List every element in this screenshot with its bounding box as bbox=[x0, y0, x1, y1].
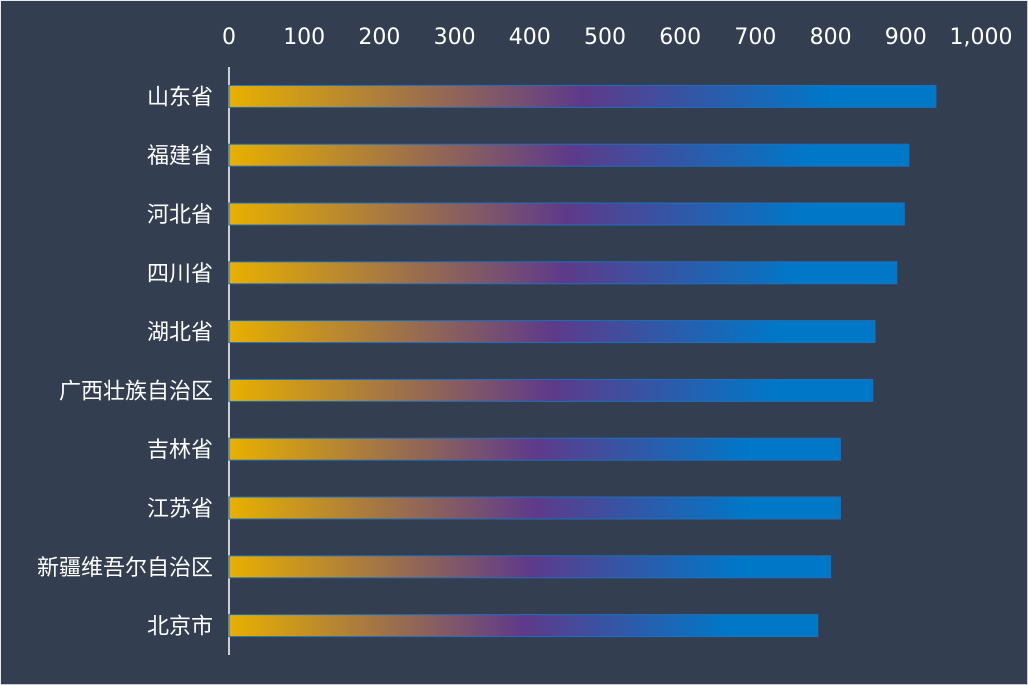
x-tick-label: 400 bbox=[509, 25, 551, 50]
x-tick-label: 700 bbox=[734, 25, 776, 50]
category-label: 吉林省 bbox=[147, 438, 213, 463]
category-label: 福建省 bbox=[147, 144, 213, 169]
category-label: 广西壮族自治区 bbox=[59, 379, 213, 404]
category-label: 河北省 bbox=[147, 203, 213, 228]
x-tick-label: 900 bbox=[885, 25, 927, 50]
x-tick-label: 600 bbox=[659, 25, 701, 50]
bar bbox=[228, 437, 841, 461]
category-label: 新疆维吾尔自治区 bbox=[37, 556, 213, 581]
x-tick-label: 800 bbox=[810, 25, 852, 50]
bars bbox=[228, 84, 937, 638]
bar bbox=[228, 555, 832, 579]
category-label: 北京市 bbox=[147, 615, 213, 640]
x-tick-label: 100 bbox=[283, 25, 325, 50]
x-axis-ticks: 0 100 200 300 400 500 600 700 800 900 1,000 bbox=[222, 25, 1012, 50]
x-tick-label: 0 bbox=[222, 25, 236, 50]
bar bbox=[228, 143, 910, 167]
x-tick-label: 500 bbox=[584, 25, 626, 50]
bar bbox=[228, 202, 905, 226]
category-label: 江苏省 bbox=[147, 497, 213, 522]
x-tick-label: 1,000 bbox=[950, 25, 1013, 50]
bar bbox=[228, 320, 876, 344]
bar bbox=[228, 614, 819, 638]
category-label: 山东省 bbox=[147, 85, 213, 110]
bar bbox=[228, 84, 937, 108]
bar bbox=[228, 496, 841, 520]
bar bbox=[228, 261, 898, 285]
x-tick-label: 300 bbox=[434, 25, 476, 50]
category-label: 四川省 bbox=[147, 262, 213, 287]
bar bbox=[228, 378, 874, 402]
category-label: 湖北省 bbox=[147, 321, 213, 346]
x-tick-label: 200 bbox=[358, 25, 400, 50]
